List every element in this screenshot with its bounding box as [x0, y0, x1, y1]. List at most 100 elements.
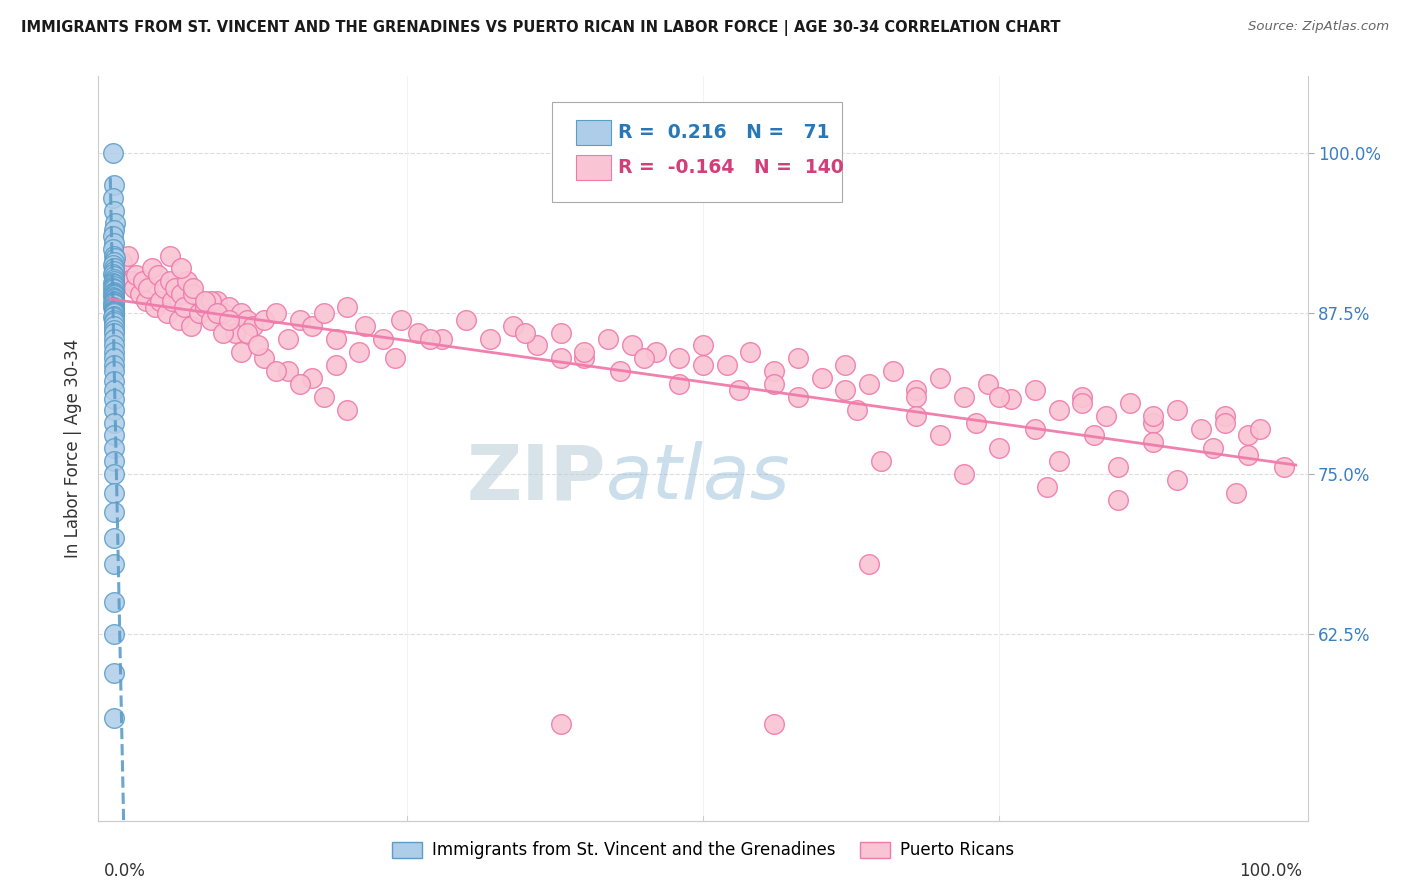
Point [104, 217, 127, 231]
Point [834, 358, 856, 372]
Point [103, 178, 125, 192]
Point [152, 281, 174, 295]
Point [103, 297, 125, 311]
Point [929, 370, 952, 384]
Point [101, 290, 124, 304]
Point [103, 285, 125, 299]
Point [101, 281, 124, 295]
Point [550, 326, 572, 340]
FancyBboxPatch shape [551, 102, 842, 202]
Point [103, 711, 125, 725]
Point [125, 268, 148, 282]
Point [101, 191, 124, 205]
Point [1189, 422, 1212, 436]
Point [103, 467, 125, 481]
Point [103, 454, 125, 468]
Point [167, 313, 190, 327]
Text: R =  0.216   N =   71: R = 0.216 N = 71 [619, 123, 830, 142]
Point [188, 306, 211, 320]
Point [574, 345, 596, 359]
Point [136, 281, 159, 295]
Point [869, 454, 891, 468]
Point [104, 251, 127, 265]
Point [101, 285, 124, 300]
Point [1249, 422, 1271, 436]
Point [1142, 409, 1164, 424]
Point [727, 384, 749, 398]
Point [103, 223, 125, 237]
Point [103, 301, 125, 316]
FancyBboxPatch shape [576, 120, 612, 145]
Point [389, 313, 412, 327]
Point [301, 370, 323, 384]
Point [786, 351, 808, 366]
Point [103, 358, 125, 372]
Point [103, 287, 125, 301]
Point [181, 287, 204, 301]
Point [312, 306, 335, 320]
Point [929, 428, 952, 442]
Point [173, 300, 195, 314]
Point [103, 351, 125, 366]
Point [103, 332, 125, 346]
Point [253, 313, 276, 327]
Point [135, 293, 157, 308]
Point [1237, 428, 1260, 442]
Point [194, 293, 217, 308]
Point [235, 326, 257, 340]
Point [205, 306, 228, 320]
Point [103, 531, 125, 545]
Point [103, 282, 125, 296]
Point [103, 384, 125, 398]
Point [858, 377, 880, 392]
Point [419, 332, 441, 346]
Point [105, 261, 128, 276]
Point [716, 358, 738, 372]
Point [1213, 416, 1236, 430]
Point [277, 332, 299, 346]
Point [103, 505, 125, 519]
Point [1142, 434, 1164, 449]
Legend: Immigrants from St. Vincent and the Grenadines, Puerto Ricans: Immigrants from St. Vincent and the Gren… [385, 835, 1021, 866]
Point [103, 665, 125, 680]
Point [1142, 416, 1164, 430]
Point [165, 281, 187, 295]
Point [103, 277, 125, 291]
Point [103, 402, 125, 417]
Point [200, 293, 222, 308]
Text: 0.0%: 0.0% [104, 862, 146, 880]
Point [103, 441, 125, 455]
Point [633, 351, 655, 366]
Point [846, 402, 869, 417]
Point [692, 338, 714, 352]
Point [264, 306, 287, 320]
Point [1213, 409, 1236, 424]
Point [301, 319, 323, 334]
Point [312, 390, 335, 404]
Point [1166, 473, 1188, 487]
Point [103, 326, 125, 340]
Text: ZIP: ZIP [467, 441, 606, 515]
Text: atlas: atlas [606, 441, 790, 515]
Point [103, 288, 125, 302]
Point [1047, 402, 1070, 417]
Point [1036, 480, 1059, 494]
Point [432, 332, 454, 346]
Point [408, 326, 430, 340]
Point [763, 717, 786, 731]
Point [122, 281, 145, 295]
Point [905, 409, 928, 424]
Point [478, 332, 501, 346]
Point [229, 306, 252, 320]
Point [692, 358, 714, 372]
Point [763, 377, 786, 392]
Point [277, 364, 299, 378]
Point [103, 249, 125, 263]
Point [325, 358, 347, 372]
Point [103, 627, 125, 641]
Point [1237, 448, 1260, 462]
Point [129, 287, 152, 301]
Point [194, 300, 217, 314]
Point [384, 351, 406, 366]
Point [620, 338, 643, 352]
